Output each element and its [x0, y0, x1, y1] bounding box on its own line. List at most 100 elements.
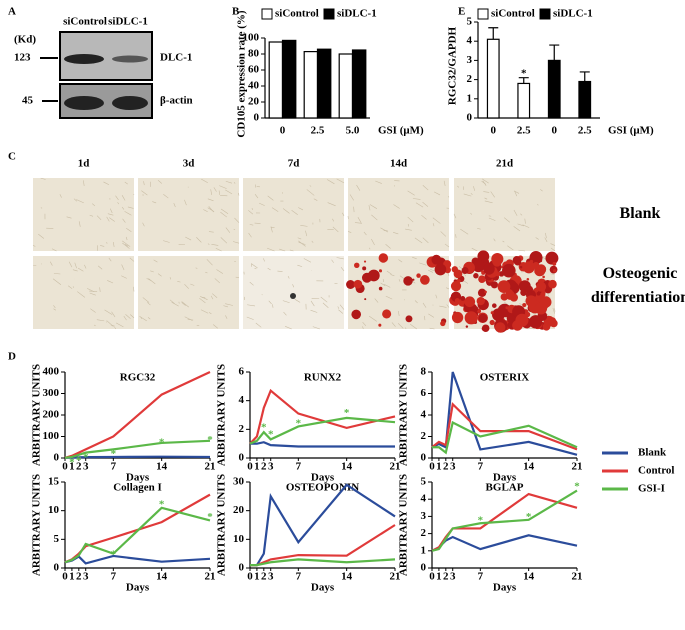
texture [520, 213, 523, 216]
texture [157, 273, 162, 277]
texture [84, 264, 87, 269]
texture [153, 259, 158, 263]
texture [104, 309, 113, 315]
legend-label: siControl [275, 8, 319, 20]
texture [147, 302, 151, 306]
chart-title: BGLAP [486, 482, 524, 494]
texture [514, 190, 518, 197]
y-tick-label: 0 [421, 562, 427, 574]
texture [211, 243, 219, 246]
texture [249, 224, 254, 226]
x-tick-label: 2 [76, 571, 82, 583]
texture [112, 242, 115, 248]
texture [455, 234, 457, 238]
texture [470, 212, 472, 215]
x-tick-label: 3 [268, 461, 274, 473]
x-tick-label: 2.5 [578, 125, 592, 137]
mineral-stain [476, 296, 485, 306]
texture [108, 257, 112, 262]
texture [234, 182, 236, 184]
y-axis-label: ARBITRARY UNITS [31, 364, 43, 466]
x-axis-label: Days [493, 472, 517, 484]
series-line [64, 506, 211, 564]
texture [363, 231, 367, 236]
texture [142, 222, 145, 227]
series-line [431, 401, 578, 451]
texture [483, 191, 490, 193]
blot-marker: 123 [14, 52, 31, 64]
x-tick-label: 2.5 [517, 125, 531, 137]
annotation: * [521, 68, 527, 80]
texture [220, 208, 229, 215]
mineral-stain [514, 258, 522, 266]
texture [96, 319, 105, 322]
x-tick-label: 14 [156, 461, 168, 473]
mineral-stain [492, 257, 502, 267]
texture [369, 204, 378, 209]
texture [107, 280, 114, 284]
texture [232, 241, 240, 244]
texture [77, 267, 84, 272]
texture [157, 179, 162, 184]
mineral-stain [477, 288, 487, 297]
texture [225, 189, 233, 195]
mineral-stain [378, 286, 383, 291]
blot-band [64, 96, 104, 110]
texture [169, 299, 175, 304]
texture [332, 226, 339, 233]
y-tick-label: 4 [467, 35, 473, 47]
legend-swatch [477, 8, 489, 20]
texture [32, 244, 36, 247]
x-tick-label: 7 [111, 571, 117, 583]
texture [356, 184, 361, 191]
time-label: 3d [183, 158, 195, 170]
texture [173, 203, 176, 208]
blot-band [112, 55, 148, 63]
texture [383, 283, 391, 288]
texture [212, 293, 218, 298]
x-tick-label: 21 [205, 571, 216, 583]
texture [267, 247, 275, 252]
texture [208, 312, 212, 315]
mineral-stain [542, 275, 545, 279]
texture [445, 287, 450, 290]
mineral-stain [481, 324, 490, 333]
texture [368, 315, 377, 322]
texture [398, 279, 401, 282]
y-tick-label: 30 [233, 476, 245, 488]
mineral-stain [440, 320, 446, 327]
texture [502, 240, 505, 243]
texture [327, 202, 336, 207]
mineral-stain [453, 269, 463, 279]
texture [336, 178, 345, 184]
texture [121, 206, 125, 210]
texture [311, 240, 314, 243]
x-tick-label: 21 [390, 571, 401, 583]
texture [212, 324, 218, 329]
mineral-stain [548, 279, 557, 289]
texture [362, 326, 364, 330]
texture [163, 194, 169, 199]
debris [290, 293, 296, 299]
texture [371, 214, 378, 221]
texture [407, 190, 415, 196]
texture [254, 193, 259, 199]
texture [484, 197, 488, 200]
micrograph [33, 178, 134, 251]
x-tick-label: 0 [280, 125, 286, 137]
texture [283, 311, 287, 316]
series-line [250, 483, 396, 567]
mineral-stain [494, 322, 506, 333]
mineral-stain [431, 254, 442, 265]
x-tick-label: 14 [156, 571, 168, 583]
error-bar [549, 44, 560, 61]
texture [125, 236, 128, 241]
x-tick-label: 3 [450, 571, 456, 583]
series-line [431, 534, 578, 552]
texture [92, 203, 96, 207]
mineral-stain [522, 302, 527, 308]
mineral-stain [536, 264, 547, 275]
annotation: * [296, 417, 302, 429]
texture [246, 316, 254, 320]
texture [51, 248, 57, 252]
